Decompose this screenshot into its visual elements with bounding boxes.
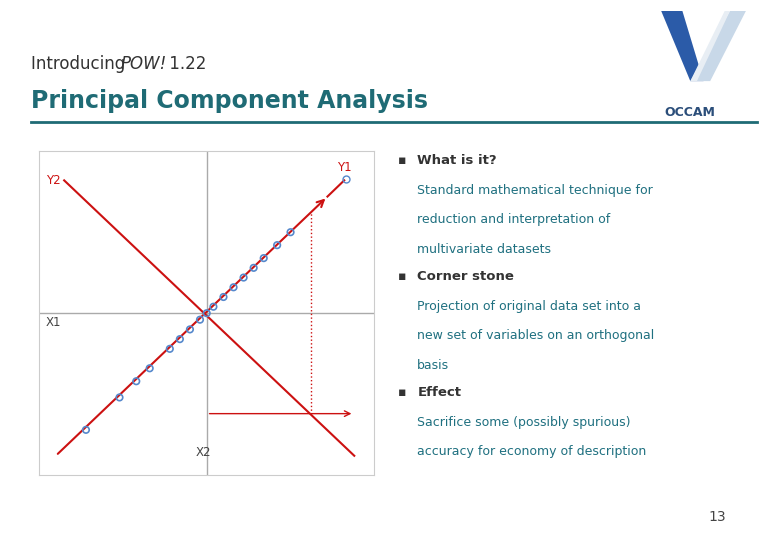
Text: new set of variables on an orthogonal: new set of variables on an orthogonal bbox=[417, 329, 654, 342]
Point bbox=[113, 393, 126, 402]
Point bbox=[284, 228, 296, 237]
Text: Effect: Effect bbox=[417, 386, 461, 399]
Point bbox=[257, 254, 270, 262]
Text: Projection of original data set into a: Projection of original data set into a bbox=[417, 300, 641, 313]
Polygon shape bbox=[661, 11, 704, 81]
Text: POW!: POW! bbox=[121, 55, 167, 73]
Text: Y2: Y2 bbox=[46, 173, 60, 187]
Point bbox=[130, 377, 143, 386]
Point bbox=[247, 264, 260, 272]
Text: Corner stone: Corner stone bbox=[417, 270, 514, 283]
Text: ▪: ▪ bbox=[398, 386, 406, 399]
Point bbox=[227, 283, 239, 292]
Text: Y1: Y1 bbox=[338, 160, 352, 174]
Text: multivariate datasets: multivariate datasets bbox=[417, 243, 551, 256]
Text: accuracy for economy of description: accuracy for economy of description bbox=[417, 446, 647, 458]
Text: OCCAM: OCCAM bbox=[665, 106, 716, 119]
Text: Principal Component Analysis: Principal Component Analysis bbox=[31, 90, 428, 113]
Point bbox=[164, 345, 176, 353]
Text: ▪: ▪ bbox=[398, 154, 406, 167]
Text: reduction and interpretation of: reduction and interpretation of bbox=[417, 213, 611, 226]
Point bbox=[207, 302, 220, 311]
Text: 13: 13 bbox=[709, 510, 726, 524]
Point bbox=[200, 309, 213, 318]
Point bbox=[183, 325, 196, 334]
Point bbox=[271, 241, 283, 249]
Text: X1: X1 bbox=[46, 316, 61, 329]
Text: Sacrifice some (possibly spurious): Sacrifice some (possibly spurious) bbox=[417, 416, 631, 429]
Text: What is it?: What is it? bbox=[417, 154, 497, 167]
Point bbox=[237, 273, 250, 282]
Text: X2: X2 bbox=[196, 446, 211, 459]
Point bbox=[80, 426, 92, 434]
Point bbox=[217, 293, 229, 301]
Point bbox=[174, 335, 186, 343]
Text: Introducing: Introducing bbox=[31, 55, 131, 73]
Text: 1.22: 1.22 bbox=[164, 55, 206, 73]
Polygon shape bbox=[690, 11, 746, 81]
Text: basis: basis bbox=[417, 359, 449, 372]
Polygon shape bbox=[690, 11, 730, 81]
Point bbox=[144, 364, 156, 373]
Text: Standard mathematical technique for: Standard mathematical technique for bbox=[417, 184, 653, 197]
Text: ▪: ▪ bbox=[398, 270, 406, 283]
Point bbox=[193, 315, 206, 324]
